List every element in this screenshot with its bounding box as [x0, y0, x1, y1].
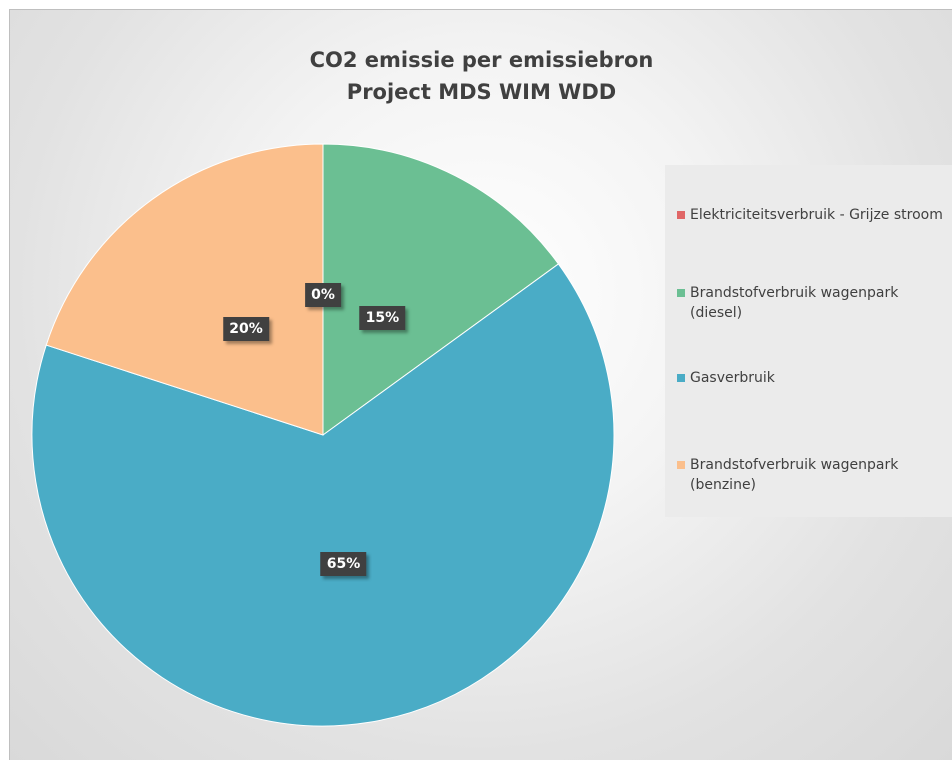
legend-item-grijze-stroom: Elektriciteitsverbruik - Grijze stroom [677, 205, 943, 225]
legend-swatch [677, 211, 685, 219]
data-label: 15% [359, 306, 406, 331]
chart-subtitle: Project MDS WIM WDD [346, 80, 617, 104]
legend-swatch [677, 289, 685, 297]
chart-title: CO2 emissie per emissiebron [309, 48, 654, 72]
legend-swatch [677, 374, 685, 382]
legend-label: Brandstofverbruik wagenpark (diesel) [690, 285, 899, 321]
legend-label: Elektriciteitsverbruik - Grijze stroom [690, 207, 943, 223]
pie-slice [45, 143, 324, 436]
legend-swatch [677, 461, 685, 469]
chart-area: CO2 emissie per emissiebron Project MDS … [9, 9, 952, 760]
legend-item-gasverbruik: Gasverbruik [677, 368, 775, 388]
legend-item-diesel: Brandstofverbruik wagenpark (diesel) [677, 283, 898, 323]
data-label: 0% [305, 283, 341, 307]
legend: Elektriciteitsverbruik - Grijze stroom B… [665, 165, 952, 517]
pie-chart [31, 143, 615, 727]
pie-slice [322, 143, 560, 436]
pie-slice [31, 263, 615, 727]
legend-label: Gasverbruik [690, 370, 775, 386]
legend-item-benzine: Brandstofverbruik wagenpark (benzine) [677, 455, 898, 495]
data-label: 20% [223, 317, 269, 342]
legend-label: Brandstofverbruik wagenpark (benzine) [690, 457, 899, 493]
data-label: 65% [320, 552, 367, 577]
